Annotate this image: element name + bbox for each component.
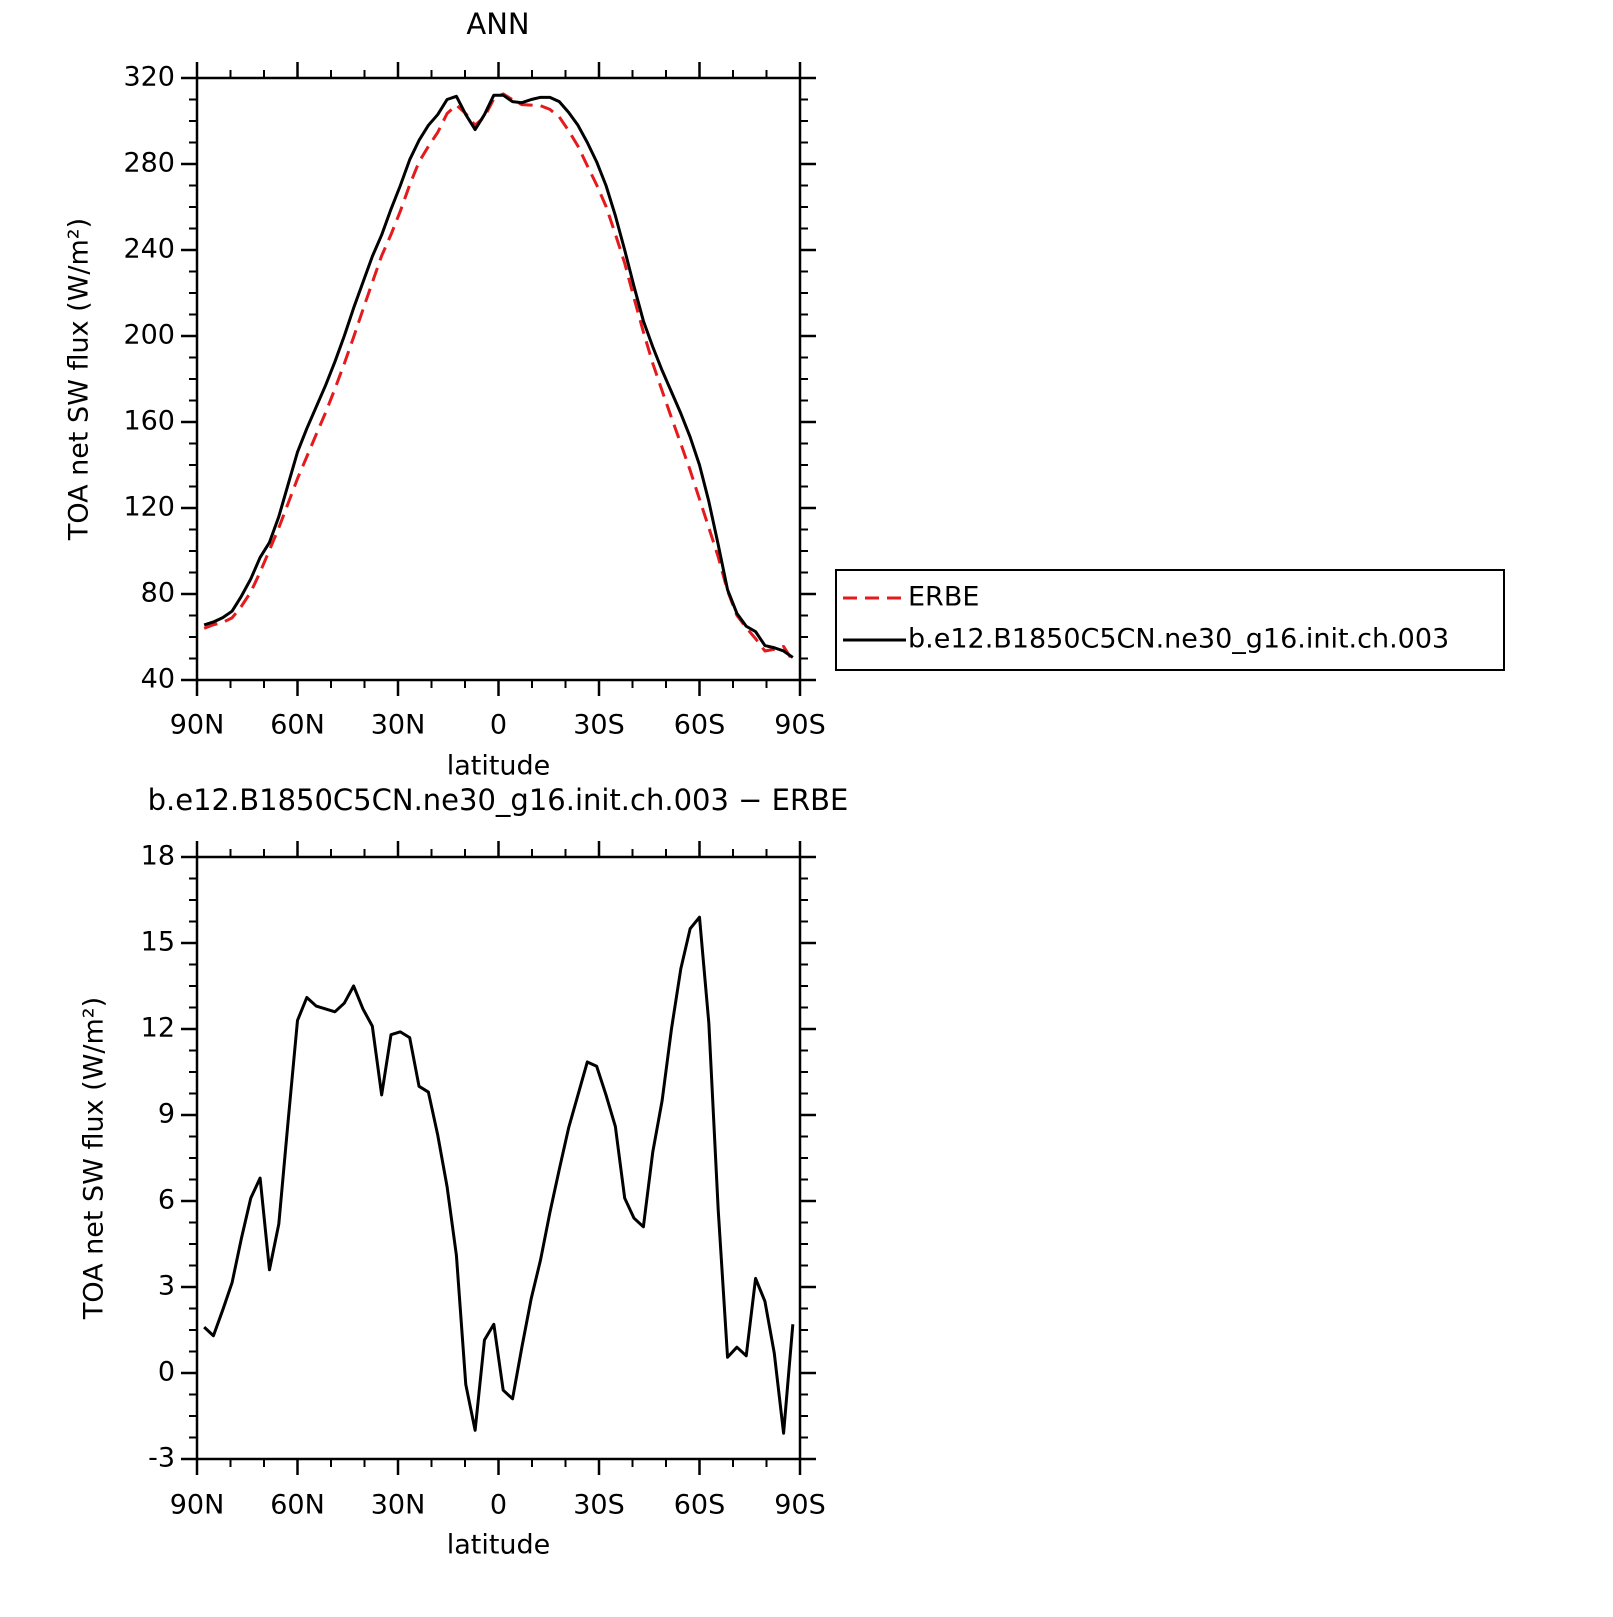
x-tick-label: 90S [774, 710, 826, 741]
y-tick-label: 9 [158, 1099, 175, 1130]
x-tick-label: 90N [170, 710, 225, 741]
legend-label: ERBE [908, 582, 979, 613]
y-tick-label: 40 [141, 664, 175, 695]
y-tick-label: 120 [123, 492, 175, 523]
x-tick-label: 60N [270, 710, 325, 741]
x-tick-label: 60S [674, 1490, 726, 1521]
chart-title: b.e12.B1850C5CN.ne30_g16.init.ch.003 − E… [148, 783, 849, 817]
y-tick-label: 280 [123, 148, 175, 179]
y-tick-label: 240 [123, 234, 175, 265]
axis-frame [195, 76, 802, 682]
x-tick-label: 30S [573, 1490, 625, 1521]
x-tick-label: 0 [490, 710, 507, 741]
x-tick-label: 30N [371, 1490, 426, 1521]
y-tick-label: 0 [158, 1357, 175, 1388]
axis-frame [195, 855, 802, 1461]
x-tick-label: 30N [371, 710, 426, 741]
legend-label: b.e12.B1850C5CN.ne30_g16.init.ch.003 [908, 624, 1449, 655]
y-axis-label: TOA net SW flux (W/m²) [79, 997, 110, 1320]
y-tick-label: -3 [148, 1443, 175, 1474]
y-tick-label: 18 [141, 841, 175, 872]
data-line [203, 915, 795, 1435]
y-tick-label: 160 [123, 406, 175, 437]
legend-box [835, 569, 1505, 671]
x-tick-label: 30S [573, 710, 625, 741]
x-axis-label: latitude [447, 1530, 551, 1561]
y-tick-label: 3 [158, 1271, 175, 1302]
chart-title: ANN [466, 7, 529, 41]
x-tick-label: 90S [774, 1490, 826, 1521]
y-tick-label: 6 [158, 1185, 175, 1216]
y-tick-label: 80 [141, 578, 175, 609]
x-tick-label: 60N [270, 1490, 325, 1521]
x-tick-label: 60S [674, 710, 726, 741]
y-tick-label: 320 [123, 62, 175, 93]
data-line [203, 92, 795, 662]
y-axis-label: TOA net SW flux (W/m²) [64, 218, 95, 541]
x-axis-label: latitude [447, 751, 551, 782]
y-tick-label: 12 [141, 1013, 175, 1044]
x-tick-label: 0 [490, 1490, 507, 1521]
y-tick-label: 15 [141, 927, 175, 958]
x-tick-label: 90N [170, 1490, 225, 1521]
data-line [203, 93, 794, 659]
y-tick-label: 200 [123, 320, 175, 351]
